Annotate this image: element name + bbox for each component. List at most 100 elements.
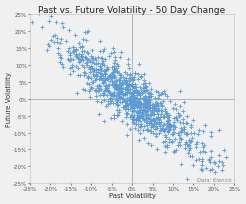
- Point: [83, 72, 87, 75]
- Point: [94, 71, 98, 74]
- Point: [118, 97, 122, 101]
- Point: [220, 161, 224, 164]
- Point: [113, 82, 117, 86]
- Point: [125, 73, 129, 76]
- Point: [114, 79, 118, 82]
- Point: [56, 52, 60, 55]
- Point: [156, 91, 160, 94]
- Point: [85, 58, 89, 62]
- Point: [150, 110, 154, 114]
- Point: [145, 102, 149, 106]
- Point: [117, 83, 121, 86]
- Point: [135, 90, 139, 93]
- Point: [131, 97, 135, 101]
- Point: [139, 75, 143, 79]
- Point: [179, 137, 183, 141]
- Point: [163, 133, 167, 136]
- Point: [67, 29, 71, 32]
- Point: [105, 78, 109, 81]
- Point: [126, 63, 130, 67]
- Point: [54, 21, 58, 24]
- Point: [95, 74, 99, 78]
- Point: [161, 141, 165, 144]
- Point: [134, 119, 138, 122]
- Point: [124, 123, 128, 126]
- Point: [138, 103, 142, 106]
- Point: [88, 71, 92, 74]
- Point: [135, 111, 139, 114]
- Point: [110, 80, 114, 83]
- Point: [112, 68, 116, 71]
- Point: [177, 115, 181, 118]
- Point: [152, 119, 156, 123]
- Point: [143, 82, 147, 85]
- Point: [128, 108, 132, 111]
- Point: [166, 119, 170, 122]
- Point: [128, 101, 132, 105]
- Point: [135, 102, 138, 106]
- Point: [138, 101, 141, 104]
- Point: [136, 105, 139, 108]
- Point: [132, 98, 136, 102]
- Point: [85, 51, 89, 54]
- Point: [216, 159, 220, 162]
- Point: [97, 78, 101, 81]
- Point: [80, 56, 84, 60]
- Point: [110, 77, 114, 80]
- Point: [102, 81, 106, 84]
- Point: [116, 65, 120, 69]
- Point: [112, 51, 116, 54]
- Point: [131, 118, 135, 122]
- Point: [124, 112, 128, 115]
- Point: [161, 128, 165, 131]
- Point: [105, 68, 109, 71]
- Point: [130, 95, 134, 99]
- Point: [196, 140, 200, 144]
- Point: [161, 100, 165, 103]
- Point: [77, 53, 81, 57]
- Point: [46, 49, 49, 52]
- Point: [100, 57, 104, 60]
- Point: [166, 115, 169, 119]
- Point: [132, 100, 136, 103]
- Point: [130, 98, 134, 101]
- Point: [111, 74, 115, 78]
- Point: [141, 83, 145, 86]
- Point: [132, 118, 136, 121]
- Point: [162, 130, 166, 133]
- Point: [142, 118, 146, 122]
- Point: [157, 118, 161, 122]
- Point: [213, 162, 217, 165]
- Point: [183, 143, 187, 146]
- Point: [188, 154, 192, 158]
- Point: [90, 61, 94, 64]
- Point: [109, 52, 113, 56]
- Point: [121, 76, 125, 79]
- Point: [170, 139, 174, 142]
- Point: [80, 46, 84, 49]
- Point: [140, 111, 144, 114]
- Point: [163, 151, 167, 154]
- Point: [69, 59, 73, 62]
- Point: [88, 88, 92, 91]
- Point: [136, 73, 140, 77]
- Point: [202, 144, 206, 147]
- Point: [98, 40, 102, 43]
- Point: [157, 122, 161, 125]
- Point: [74, 49, 78, 52]
- Point: [99, 67, 103, 70]
- Point: [143, 105, 147, 109]
- Point: [185, 132, 189, 135]
- Point: [138, 111, 141, 114]
- Point: [165, 143, 169, 146]
- Point: [90, 57, 94, 60]
- Point: [208, 169, 212, 172]
- Point: [141, 111, 145, 114]
- Point: [85, 64, 89, 67]
- Point: [130, 106, 134, 109]
- Point: [144, 106, 148, 110]
- Point: [145, 120, 149, 123]
- Point: [138, 126, 142, 130]
- Point: [184, 140, 188, 143]
- Point: [90, 49, 94, 53]
